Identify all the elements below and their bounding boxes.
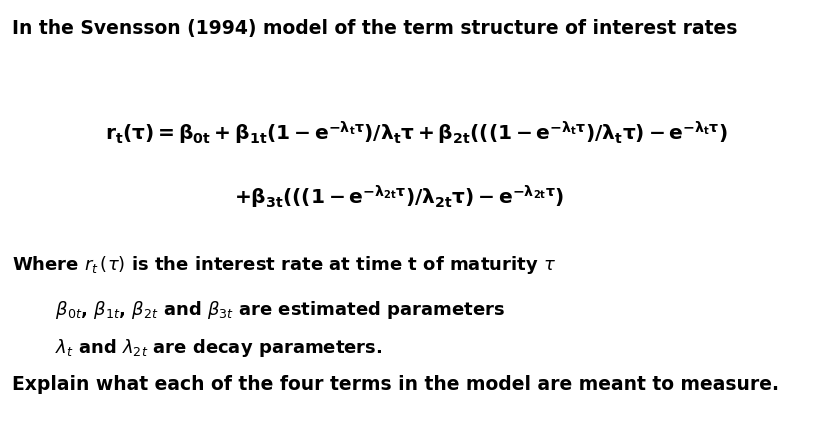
Text: $\lambda_t$ and $\lambda_{2t}$ are decay parameters.: $\lambda_t$ and $\lambda_{2t}$ are decay… — [12, 337, 383, 359]
Text: In the Svensson (1994) model of the term structure of interest rates: In the Svensson (1994) model of the term… — [12, 19, 738, 38]
Text: $\beta_{0t}$, $\beta_{1t}$, $\beta_{2t}$ and $\beta_{3t}$ are estimated paramete: $\beta_{0t}$, $\beta_{1t}$, $\beta_{2t}$… — [12, 299, 506, 321]
Text: Where $r_t\,(\tau)$ is the interest rate at time t of maturity $\tau$: Where $r_t\,(\tau)$ is the interest rate… — [12, 254, 557, 276]
Text: $\mathbf{+ \beta_{3t}(((1-e^{-\lambda_{2t}\tau})/\lambda_{2t}\tau)-e^{-\lambda_{: $\mathbf{+ \beta_{3t}(((1-e^{-\lambda_{2… — [235, 184, 564, 211]
Text: Explain what each of the four terms in the model are meant to measure.: Explain what each of the four terms in t… — [12, 375, 780, 394]
Text: $\mathbf{r_t(\tau) = \beta_{0t} + \beta_{1t}(1-e^{-\lambda_t\tau})/\lambda_t\tau: $\mathbf{r_t(\tau) = \beta_{0t} + \beta_… — [105, 120, 727, 147]
